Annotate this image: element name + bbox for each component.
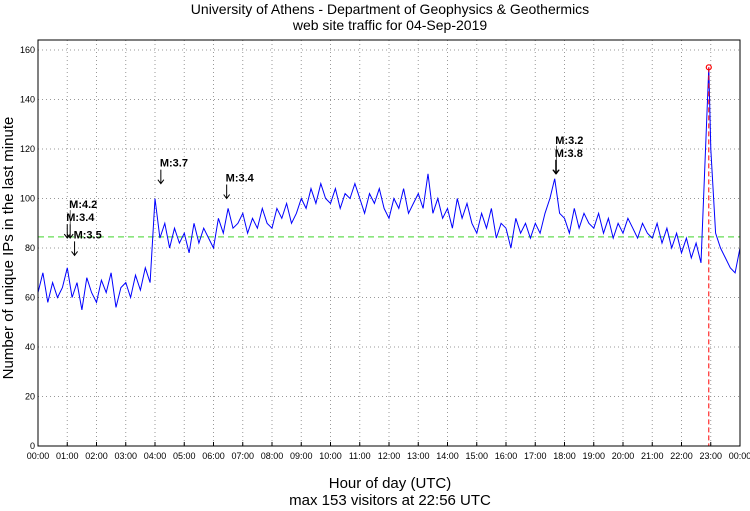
x-tick-label: 16:00 [495, 451, 518, 461]
x-tick-label: 01:00 [56, 451, 79, 461]
x-axis-label: Hour of day (UTC) [329, 475, 452, 492]
x-tick-label: 23:00 [699, 451, 722, 461]
y-tick-label: 160 [20, 45, 35, 55]
x-tick-label: 11:00 [349, 451, 371, 461]
x-tick-label: 22:00 [670, 451, 693, 461]
x-tick-label: 07:00 [231, 451, 254, 461]
y-tick-label: 0 [30, 441, 35, 451]
annotation-arrow [66, 224, 74, 239]
x-tick-label: 10:00 [319, 451, 342, 461]
x-tick-label: 09:00 [290, 451, 313, 461]
y-tick-label: 60 [25, 293, 35, 303]
annotation-label: M:3.4 [66, 212, 95, 224]
annotation-label: M:4.2 [69, 199, 97, 211]
annotation-arrow [552, 159, 560, 175]
max-marker-point [705, 64, 712, 71]
x-tick-label: 03:00 [114, 451, 137, 461]
annotation-arrow [63, 224, 71, 239]
x-tick-label: 12:00 [378, 451, 401, 461]
y-tick-label: 40 [25, 342, 35, 352]
x-tick-label: 18:00 [553, 451, 576, 461]
traffic-series-line [37, 67, 741, 310]
x-tick-label: 00:00 [729, 451, 750, 461]
x-tick-label: 04:00 [144, 451, 167, 461]
annotation-label: M:3.5 [74, 229, 102, 241]
ticks: 0 20 40 60 80 100 120 140 160 00:00 01:00 02:00 03:0… [20, 45, 750, 461]
annotation-arrow [223, 184, 231, 200]
x-tick-label: 17:00 [524, 451, 547, 461]
annotation-label: M:3.4 [226, 173, 255, 185]
plot-area: M:3.4M:4.2M:3.5M:3.7M:3.4M:3.8M:3.2 [37, 64, 741, 446]
annotation-arrow [71, 241, 78, 257]
footer-max: max 153 visitors at 22:56 UTC [289, 492, 491, 509]
x-tick-label: 20:00 [612, 451, 635, 461]
x-tick-label: 08:00 [261, 451, 284, 461]
annotation-arrow [157, 169, 165, 185]
annotation-label: M:3.2 [555, 135, 583, 147]
chart-subtitle: web site traffic for 04-Sep-2019 [292, 17, 488, 33]
chart-title: University of Athens - Department of Geo… [191, 1, 589, 17]
x-tick-label: 15:00 [465, 451, 488, 461]
y-tick-label: 20 [25, 392, 35, 402]
x-tick-label: 05:00 [173, 451, 196, 461]
y-tick-label: 120 [20, 144, 35, 154]
grid [38, 40, 740, 446]
y-tick-label: 80 [25, 243, 35, 253]
x-tick-label: 19:00 [582, 451, 605, 461]
x-tick-label: 13:00 [407, 451, 430, 461]
y-tick-label: 100 [20, 194, 35, 204]
x-tick-label: 06:00 [202, 451, 225, 461]
y-tick-label: 140 [20, 95, 35, 105]
x-tick-label: 14:00 [436, 451, 459, 461]
plot-frame [37, 39, 741, 447]
y-axis-label: Number of unique IPs in the last minute [0, 117, 17, 380]
x-tick-label: 02:00 [85, 451, 108, 461]
x-tick-label: 00:00 [27, 451, 50, 461]
annotation-label: M:3.8 [555, 148, 583, 160]
x-tick-label: 21:00 [641, 451, 664, 461]
annotation-label: M:3.7 [160, 158, 188, 170]
